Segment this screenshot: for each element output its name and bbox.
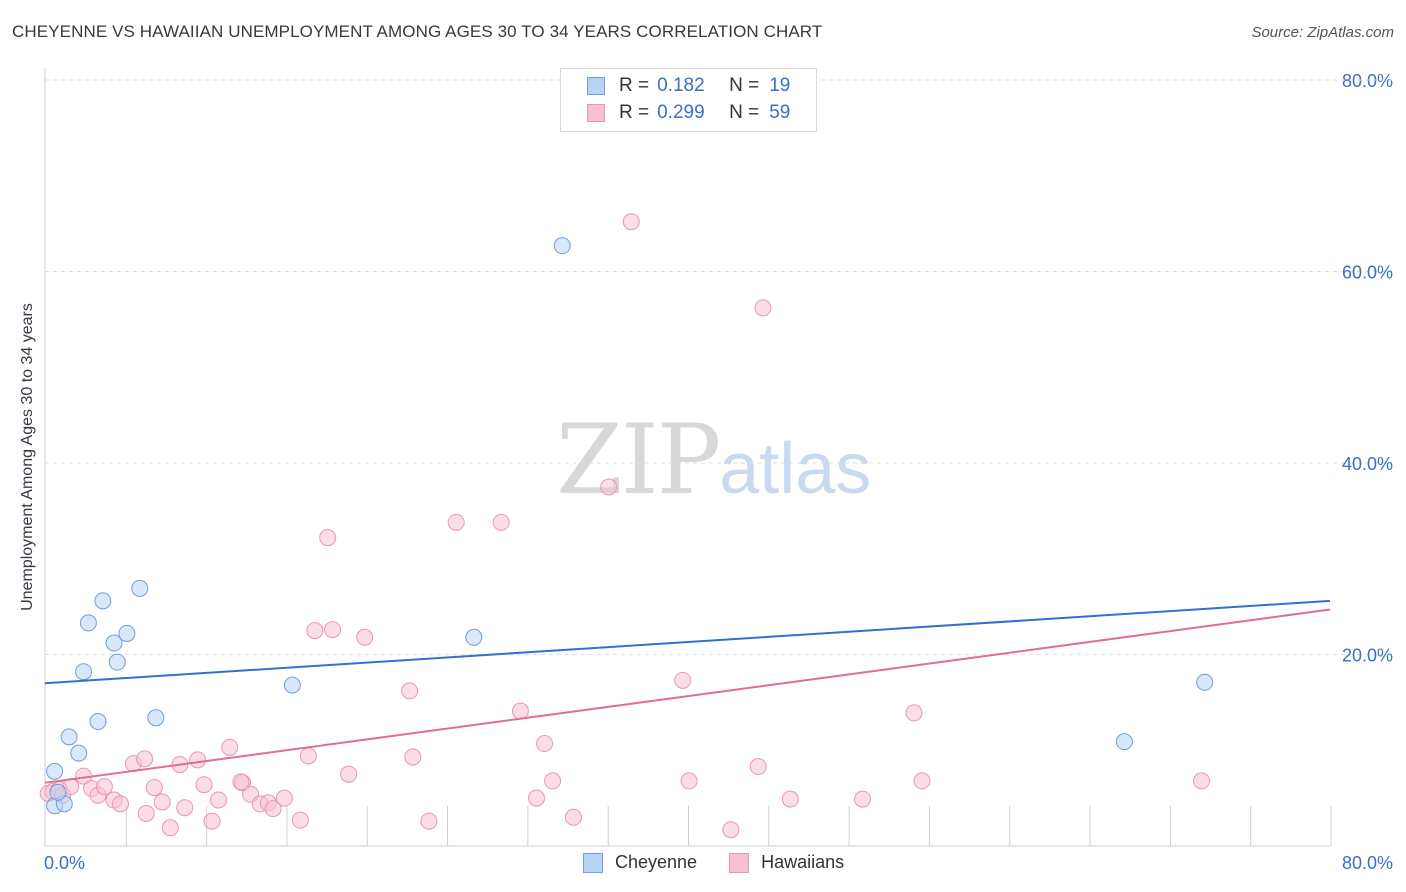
legend-swatch-hawaiians <box>729 852 750 873</box>
data-point-cheyenne <box>79 614 97 632</box>
y-tick-label: 20.0% <box>1342 646 1393 666</box>
trend-line-cheyenne <box>44 599 1331 685</box>
data-point-hawaiians <box>136 750 154 768</box>
legend-label-cheyenne: Cheyenne <box>615 852 698 872</box>
data-point-hawaiians <box>420 812 438 830</box>
data-point-hawaiians <box>905 704 923 722</box>
legend-item-cheyenne[interactable]: Cheyenne <box>583 852 697 873</box>
data-point-cheyenne <box>89 713 107 731</box>
data-point-hawaiians <box>221 738 239 756</box>
legend-r-label: R = <box>619 75 650 96</box>
data-point-hawaiians <box>275 789 293 807</box>
x-tick-label: 0.0% <box>44 853 85 873</box>
data-point-hawaiians <box>232 773 250 791</box>
data-point-hawaiians <box>161 819 179 837</box>
data-point-cheyenne <box>105 634 123 652</box>
data-point-cheyenne <box>118 624 136 642</box>
data-point-hawaiians <box>209 791 227 809</box>
data-point-hawaiians <box>674 671 692 689</box>
data-point-cheyenne <box>49 783 67 801</box>
data-point-cheyenne <box>1115 733 1133 751</box>
legend-swatch-cheyenne <box>583 852 603 873</box>
y-tick-label: 80.0% <box>1342 71 1393 91</box>
legend-n-label: N = <box>729 102 760 123</box>
legend-n-value-hawaiians: 59 <box>769 102 791 123</box>
watermark-atlas: atlas <box>719 429 872 509</box>
data-point-hawaiians <box>913 772 931 790</box>
legend-n-label: N = <box>729 75 760 96</box>
data-point-hawaiians <box>356 628 374 646</box>
series-legend: Cheyenne Hawaiians <box>583 852 876 873</box>
data-point-hawaiians <box>153 793 171 811</box>
data-point-cheyenne <box>147 709 165 727</box>
data-point-hawaiians <box>749 758 767 776</box>
data-point-hawaiians <box>299 747 317 765</box>
data-point-hawaiians <box>189 751 207 769</box>
trend-line-hawaiians <box>44 608 1331 784</box>
data-point-cheyenne <box>94 592 112 610</box>
data-point-hawaiians <box>137 804 155 822</box>
legend-row-hawaiians: R = 0.299 N = 59 <box>587 101 790 125</box>
data-point-hawaiians <box>340 765 358 783</box>
legend-item-hawaiians[interactable]: Hawaiians <box>729 852 844 873</box>
y-tick-label: 60.0% <box>1342 263 1393 283</box>
legend-row-cheyenne: R = 0.182 N = 19 <box>587 74 790 98</box>
legend-r-label: R = <box>619 102 650 123</box>
watermark: ZIPatlas <box>556 404 871 516</box>
data-point-hawaiians <box>195 776 213 794</box>
data-point-hawaiians <box>111 795 129 813</box>
data-point-cheyenne <box>108 653 126 671</box>
data-point-hawaiians <box>306 622 324 640</box>
source-label: Source: ZipAtlas.com <box>1251 24 1394 41</box>
data-point-hawaiians <box>291 811 309 829</box>
data-point-hawaiians <box>95 778 113 796</box>
legend-label-hawaiians: Hawaiians <box>761 852 845 872</box>
data-point-hawaiians <box>176 799 194 817</box>
data-point-hawaiians <box>319 529 337 547</box>
data-point-hawaiians <box>264 800 282 818</box>
data-point-hawaiians <box>754 299 772 317</box>
data-point-hawaiians <box>203 812 221 830</box>
data-point-cheyenne <box>553 237 571 255</box>
chart-title: CHEYENNE VS HAWAIIAN UNEMPLOYMENT AMONG … <box>12 22 823 41</box>
data-point-hawaiians <box>600 478 618 496</box>
data-point-cheyenne <box>75 663 93 681</box>
data-point-cheyenne <box>465 628 483 646</box>
data-point-hawaiians <box>536 735 554 753</box>
legend-r-value-hawaiians: 0.299 <box>657 102 705 123</box>
data-point-hawaiians <box>1193 772 1210 790</box>
data-point-hawaiians <box>145 779 163 797</box>
data-point-hawaiians <box>528 789 546 807</box>
data-point-hawaiians <box>564 808 582 826</box>
data-point-hawaiians <box>680 772 698 790</box>
x-tick-label: 80.0% <box>1342 853 1393 873</box>
data-point-hawaiians <box>492 513 510 531</box>
data-point-cheyenne <box>46 762 64 780</box>
data-point-cheyenne <box>1196 673 1214 691</box>
legend-r-value-cheyenne: 0.182 <box>657 75 705 96</box>
data-point-hawaiians <box>511 702 529 720</box>
data-point-hawaiians <box>401 682 419 700</box>
legend-n-value-cheyenne: 19 <box>769 75 791 96</box>
correlation-legend: R = 0.182 N = 19 R = 0.299 N = 59 <box>560 68 817 132</box>
data-point-hawaiians <box>404 748 422 766</box>
data-point-hawaiians <box>854 790 872 808</box>
data-point-hawaiians <box>781 790 799 808</box>
data-point-hawaiians <box>544 772 562 790</box>
data-point-hawaiians <box>622 213 640 231</box>
data-point-hawaiians <box>722 821 740 839</box>
data-point-hawaiians <box>324 621 342 639</box>
watermark-zip: ZIP <box>556 404 721 516</box>
data-point-hawaiians <box>447 513 465 531</box>
legend-swatch-hawaiians <box>587 104 605 122</box>
data-point-cheyenne <box>283 676 301 694</box>
data-point-cheyenne <box>131 579 149 597</box>
data-point-cheyenne <box>60 728 78 746</box>
data-point-cheyenne <box>70 744 88 762</box>
y-tick-label: 40.0% <box>1342 454 1393 474</box>
legend-swatch-cheyenne <box>587 77 605 95</box>
